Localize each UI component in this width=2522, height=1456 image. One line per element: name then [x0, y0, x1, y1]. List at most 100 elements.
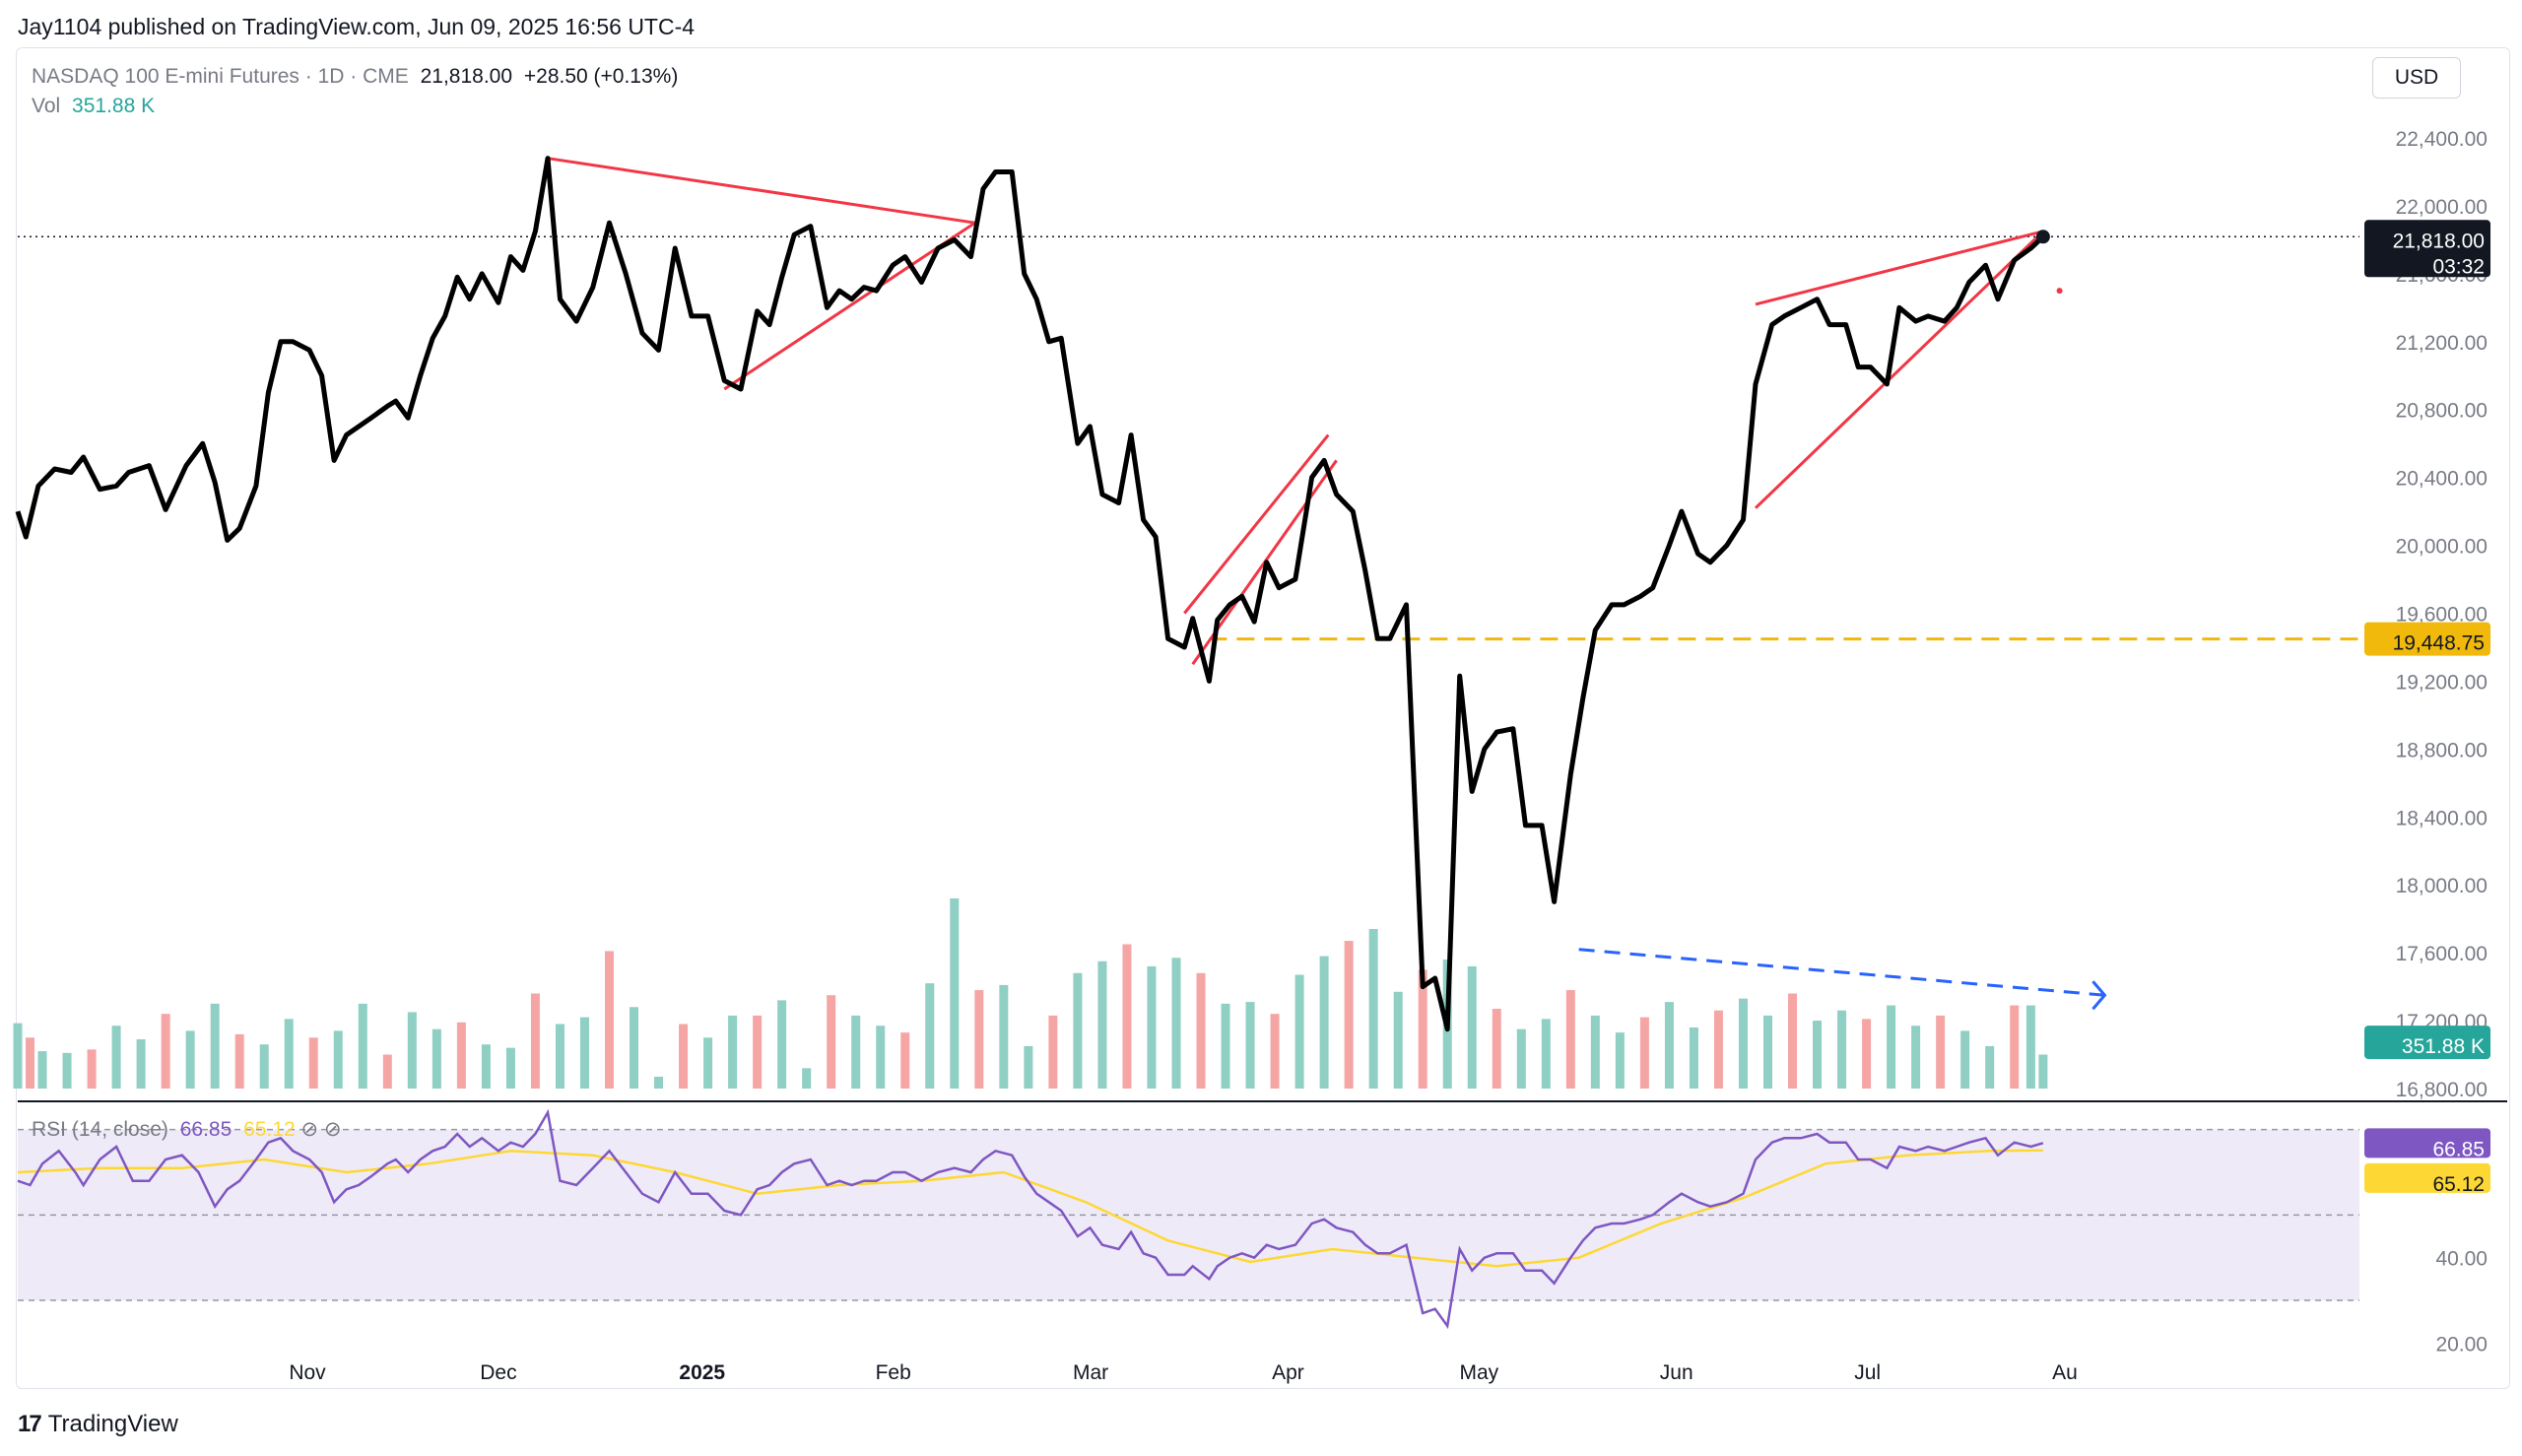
volume-bar [2038, 1054, 2048, 1089]
volume-bar [974, 990, 984, 1089]
volume-bar [1664, 1002, 1674, 1089]
tradingview-logo[interactable]: 17 TradingView [18, 1411, 178, 1438]
volume-bar [26, 1037, 35, 1089]
volume-bar [802, 1068, 812, 1089]
price-axis-label: 19,200.00 [2396, 671, 2488, 694]
volume-bar [1368, 929, 1378, 1089]
volume-bar [1221, 1003, 1230, 1089]
support-price-tag-bg [2364, 622, 2490, 656]
volume-bar [1319, 956, 1329, 1089]
volume-bar [1639, 1017, 1649, 1089]
volume-bar [2025, 1005, 2035, 1089]
march-channel-upper [1183, 433, 1330, 615]
rsi-legend-value: 66.85 [179, 1118, 232, 1141]
volume-bar [728, 1015, 738, 1089]
volume-bar [1122, 944, 1132, 1089]
volume-bar [851, 1015, 861, 1089]
price-series-line [15, 156, 2045, 1032]
volume-tag-text: 351.88 K [2402, 1035, 2485, 1058]
tradingview-brand: TradingView [47, 1411, 178, 1437]
last-price-tag-bg [2364, 220, 2490, 278]
visibility-icons[interactable]: ⊘ ⊘ [300, 1118, 342, 1141]
rsi-value-tag-bg [2364, 1128, 2490, 1158]
price-axis-label: 20,800.00 [2396, 400, 2488, 423]
vol-value: 351.88 K [72, 95, 156, 117]
volume-bar [1294, 974, 1304, 1089]
volume-bar [87, 1049, 97, 1089]
volume-bar [876, 1026, 886, 1089]
volume-bar [654, 1076, 664, 1089]
price-axis-label: 18,000.00 [2396, 875, 2488, 897]
rsi-value-tag-text: 66.85 [2432, 1138, 2485, 1160]
volume-bar [1097, 960, 1107, 1089]
volume-bar [259, 1044, 269, 1089]
volume-bar [1270, 1014, 1280, 1089]
rsi-axis-label: 40.00 [2435, 1248, 2488, 1271]
volume-bar [111, 1026, 121, 1089]
volume-bar [333, 1030, 343, 1089]
volume-bar [900, 1032, 910, 1089]
volume-bar [1862, 1019, 1872, 1089]
price-axis-label: 18,400.00 [2396, 807, 2488, 829]
volume-tag-bg [2364, 1026, 2490, 1060]
may-wedge-upper [1755, 230, 2044, 306]
volume-legend[interactable]: Vol 351.88 K [32, 95, 155, 118]
volume-bar [1985, 1045, 1995, 1089]
volume-bar [1171, 958, 1181, 1089]
chart-frame [16, 47, 2510, 1389]
price-axis-label: 22,000.00 [2396, 196, 2488, 219]
volume-bar [679, 1024, 689, 1089]
time-axis-label: Feb [876, 1361, 911, 1384]
volume-bar [1738, 998, 1748, 1089]
time-axis-label: Mar [1073, 1361, 1108, 1384]
volume-bar [1541, 1019, 1551, 1089]
volume-bar [407, 1012, 417, 1089]
volume-bar [1516, 1028, 1526, 1089]
time-axis-label: Nov [289, 1361, 326, 1384]
volume-bar [1689, 1026, 1698, 1089]
may-wedge-lower [1754, 230, 2044, 509]
rsi-line [17, 1108, 2044, 1330]
publisher-line: Jay1104 published on TradingView.com, Ju… [18, 14, 696, 39]
volume-bar [703, 1037, 713, 1089]
upper-triangle-bottom [723, 221, 976, 391]
volume-trend-arrowhead [2091, 980, 2107, 1011]
volume-bar [630, 1007, 639, 1089]
time-axis-label: Au [2052, 1361, 2078, 1384]
volume-bar [1565, 990, 1575, 1089]
symbol-legend[interactable]: NASDAQ 100 E-mini Futures · 1D · CME 21,… [32, 65, 678, 89]
volume-bar [1713, 1010, 1723, 1089]
volume-bar [1073, 972, 1083, 1089]
volume-bar [456, 1022, 466, 1089]
time-axis-label: 2025 [679, 1361, 725, 1384]
price-axis-label: 18,800.00 [2396, 739, 2488, 761]
volume-bar [382, 1054, 392, 1089]
symbol-name[interactable]: NASDAQ 100 E-mini Futures · 1D · CME [32, 65, 409, 88]
volume-bar [1393, 991, 1403, 1089]
time-axis-label: Jun [1660, 1361, 1693, 1384]
currency-button[interactable]: USD [2372, 57, 2461, 99]
volume-bar [1813, 1021, 1823, 1089]
volume-bar [1467, 965, 1477, 1089]
support-price-tag-text: 19,448.75 [2393, 632, 2485, 655]
volume-bar [1492, 1009, 1501, 1089]
volume-bar [999, 984, 1009, 1089]
rsi-ma-line [17, 1149, 2043, 1268]
volume-bar [62, 1052, 72, 1089]
rsi-legend[interactable]: RSI (14, close) 66.85 65.12 ⊘ ⊘ [32, 1117, 342, 1142]
volume-bar [1418, 969, 1427, 1089]
price-axis-label: 16,800.00 [2396, 1079, 2488, 1101]
annotation-dot [2056, 288, 2063, 295]
volume-bar [1048, 1015, 1058, 1089]
last-price-tag-text: 03:32 [2432, 255, 2485, 278]
volume-bar [1837, 1010, 1847, 1089]
rsi-label: RSI (14, close) [32, 1118, 168, 1141]
volume-bar [1024, 1045, 1033, 1089]
rsi-ma-value-tag-bg [2364, 1162, 2490, 1193]
volume-bar [1615, 1032, 1625, 1089]
volume-bar [505, 1047, 515, 1089]
volume-bar [161, 1014, 170, 1089]
volume-bar [1960, 1030, 1970, 1089]
volume-bar [950, 898, 960, 1089]
